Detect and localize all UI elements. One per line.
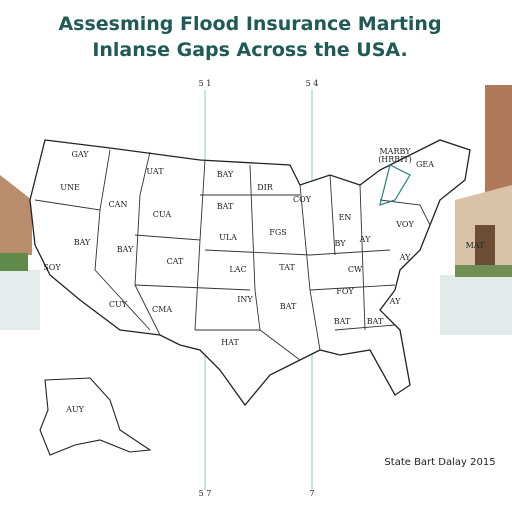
state-borders [34, 149, 431, 361]
state-label: VOY [395, 220, 414, 229]
state-label: BAY [117, 245, 134, 254]
footer: State Bart Dalay 2015 [384, 457, 495, 468]
state-label: UNE [60, 183, 80, 192]
state-label: LAC [229, 265, 246, 274]
callout-label: (HRBIT) [378, 155, 412, 164]
state-label: BAT [280, 302, 297, 311]
state-label: COY [293, 195, 312, 204]
state-label: EN [339, 213, 352, 222]
state-label: ULA [219, 233, 237, 242]
state-label: TAT [279, 263, 295, 272]
hedge-right [455, 265, 512, 277]
state-label: AY [359, 235, 371, 244]
state-label: BY [334, 239, 346, 248]
hedge-left [0, 253, 28, 271]
us-outline [29, 139, 471, 407]
state-label: CAN [109, 200, 128, 209]
state-label: AY [389, 297, 401, 306]
state-label: BAT [367, 317, 384, 326]
state-label: SOY [43, 263, 61, 272]
state-label: GAY [71, 150, 89, 159]
state-label: DIR [257, 183, 274, 192]
guide-label: 7 [309, 489, 314, 498]
state-label: CAT [167, 257, 184, 266]
callout-shape [379, 164, 411, 206]
state-label: UAT [146, 167, 164, 176]
callout-label: MARBY [379, 147, 411, 156]
water-left [0, 270, 40, 330]
door [475, 225, 495, 265]
state-label: AY [399, 253, 411, 262]
water-right [440, 275, 512, 335]
state-label: INY [237, 295, 253, 304]
guide-label: 5 4 [306, 79, 319, 88]
title-line: Assesming Flood Insurance Marting [58, 13, 441, 35]
state-label: AUY [65, 405, 85, 414]
state-label: BAT [334, 317, 351, 326]
guide-label: 5 1 [199, 79, 212, 88]
labels: GAY UAT BAY DIR UNE CAN CUA BAT COY EN BAY BAY CAT UL… [43, 79, 485, 498]
state-label: MAT [466, 241, 486, 250]
alaska [39, 377, 152, 456]
callout-label: GEA [416, 160, 434, 169]
state-label: HAT [221, 338, 239, 347]
state-label: CUA [153, 210, 172, 219]
state-label: CMA [152, 305, 172, 314]
state-label: FOY [336, 287, 354, 296]
state-label: CUY [109, 300, 128, 309]
state-label: BAT [217, 202, 234, 211]
state-label: BAY [217, 170, 234, 179]
house-left [0, 175, 32, 255]
state-label: CW [348, 265, 363, 274]
state-label: FGS [269, 228, 286, 237]
state-label: BAY [74, 238, 91, 247]
guide-label: 5 7 [199, 489, 212, 498]
title-line: Inlanse Gaps Across the USA. [92, 39, 407, 61]
